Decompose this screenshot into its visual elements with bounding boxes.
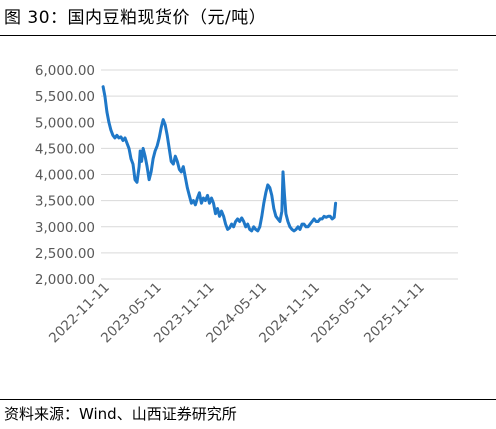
title-divider [0,35,496,36]
x-axis-tick-labels: 2022-11-112023-05-112023-11-112024-05-11… [46,280,428,347]
source-divider [0,399,496,400]
y-tick-label: 6,000.00 [35,63,95,79]
y-tick-label: 2,000.00 [35,272,95,288]
series [101,85,338,233]
price-series-line [101,85,338,233]
y-tick-label: 5,500.00 [35,89,95,105]
y-tick-label: 3,500.00 [35,194,95,210]
y-tick-label: 2,500.00 [35,246,95,262]
gridlines [101,69,458,280]
y-tick-label: 5,000.00 [35,115,95,131]
y-tick-label: 4,500.00 [35,141,95,157]
line-chart: 6,000.00 5,500.00 5,000.00 4,500.00 4,000.00… [35,63,458,347]
y-axis-tick-labels: 6,000.00 5,500.00 5,000.00 4,500.00 4,000.00… [35,63,95,288]
y-tick-label: 4,000.00 [35,168,95,184]
source-note: 资料来源：Wind、山西证券研究所 [4,405,237,423]
chart-title: 图 30：国内豆粕现货价（元/吨） [4,8,267,28]
y-tick-label: 3,000.00 [35,220,95,236]
